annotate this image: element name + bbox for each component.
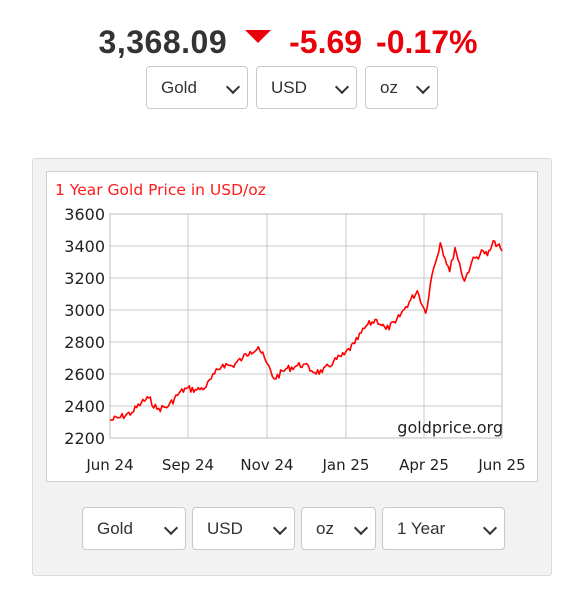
- x-tick-label: Jun 24: [85, 456, 133, 474]
- y-tick-label: 2400: [64, 397, 105, 416]
- bottom-currency-select-value: USD: [207, 518, 243, 538]
- y-tick-label: 2600: [64, 365, 105, 384]
- chevron-down-icon: [272, 520, 288, 535]
- chart-grid: [109, 213, 503, 439]
- price-change-percent: -0.17%: [376, 23, 478, 60]
- chevron-down-icon: [353, 520, 369, 535]
- top-currency-select[interactable]: USD: [256, 66, 357, 109]
- price-change: -5.69: [289, 23, 363, 60]
- chevron-down-icon: [482, 520, 498, 535]
- bottom-metal-select[interactable]: Gold: [82, 507, 186, 550]
- x-tick-label: Nov 24: [240, 456, 293, 474]
- bottom-metal-select-value: Gold: [97, 518, 133, 538]
- top-unit-select-value: oz: [380, 77, 398, 97]
- price-line-series: [109, 239, 503, 422]
- chevron-down-icon: [163, 520, 179, 535]
- top-currency-select-value: USD: [271, 77, 307, 97]
- price-chart: 1 Year Gold Price in USD/oz 2200 2400 2600…: [46, 171, 538, 482]
- y-tick-label: 3600: [64, 205, 105, 224]
- x-tick-label: Jun 25: [477, 456, 525, 474]
- y-tick-label: 2200: [64, 429, 105, 448]
- chevron-down-icon: [415, 79, 431, 94]
- y-tick-label: 3400: [64, 237, 105, 256]
- bottom-unit-select-value: oz: [316, 518, 334, 538]
- top-unit-select[interactable]: oz: [365, 66, 438, 109]
- bottom-period-select-value: 1 Year: [397, 518, 446, 538]
- price-quote: 3,368.09 -5.69 -0.17%: [0, 22, 576, 62]
- plot-border: [109, 213, 503, 439]
- spot-price: 3,368.09: [98, 23, 228, 60]
- top-metal-select-value: Gold: [161, 77, 197, 97]
- y-tick-label: 3200: [64, 269, 105, 288]
- chart-axes: 2200 2400 2600 2800 3000 3200 3400 3600 Jun 24 Se…: [64, 205, 525, 474]
- x-tick-label: Apr 25: [399, 456, 449, 474]
- x-tick-label: Sep 24: [162, 456, 214, 474]
- x-tick-label: Jan 25: [322, 456, 370, 474]
- top-metal-select[interactable]: Gold: [146, 66, 248, 109]
- y-tick-label: 3000: [64, 301, 105, 320]
- y-tick-label: 2800: [64, 333, 105, 352]
- chart-watermark: goldprice.org: [397, 418, 503, 437]
- bottom-currency-select[interactable]: USD: [192, 507, 295, 550]
- chart-title: 1 Year Gold Price in USD/oz: [55, 181, 266, 199]
- bottom-unit-select[interactable]: oz: [301, 507, 376, 550]
- chevron-down-icon: [225, 79, 241, 94]
- down-arrow-icon: [245, 29, 272, 43]
- price-chart-svg: 1 Year Gold Price in USD/oz 2200 2400 2600…: [55, 181, 526, 474]
- bottom-period-select[interactable]: 1 Year: [382, 507, 505, 550]
- chevron-down-icon: [334, 79, 350, 94]
